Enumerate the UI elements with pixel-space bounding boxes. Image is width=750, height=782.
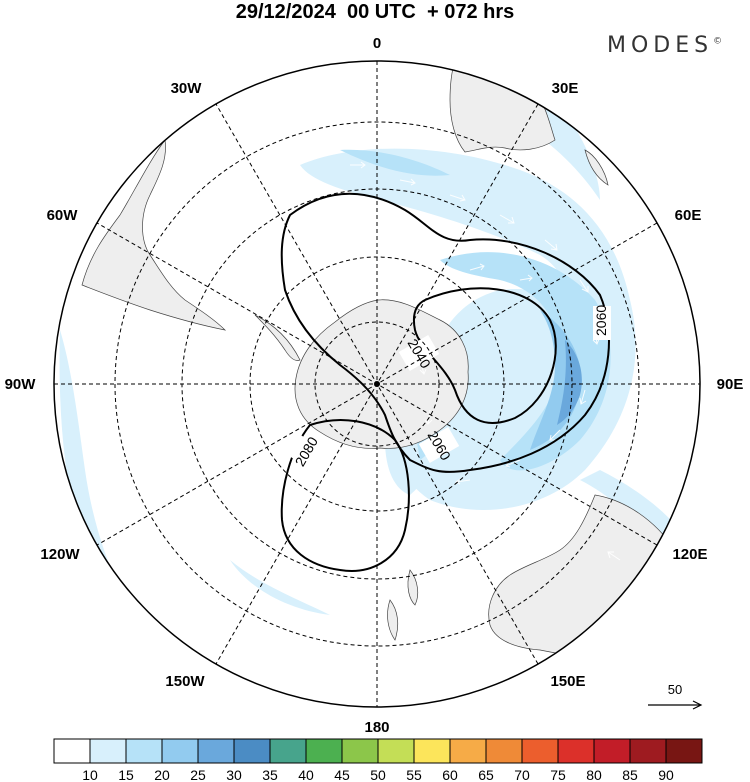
colorbar-swatch xyxy=(629,738,667,764)
brand-name: MODES xyxy=(607,33,714,58)
lon-label-90e: 90E xyxy=(717,376,744,393)
brand-logo: MODES© xyxy=(607,33,722,58)
colorbar-swatch xyxy=(557,738,595,764)
colorbar-swatch xyxy=(197,738,235,764)
colorbar-tick-label: 75 xyxy=(550,767,566,782)
lon-label-60w: 60W xyxy=(47,207,79,224)
colorbar-tick-label: 35 xyxy=(262,767,278,782)
colorbar-tick-label: 20 xyxy=(154,767,170,782)
colorbar-swatch xyxy=(305,738,343,764)
colorbar-tick-label: 10 xyxy=(82,767,98,782)
colorbar-swatch xyxy=(485,738,523,764)
colorbar-tick-label: 15 xyxy=(118,767,134,782)
colorbar-swatch xyxy=(125,738,163,764)
antarctic-peninsula xyxy=(254,314,301,361)
colorbar-tick-label: 65 xyxy=(478,767,494,782)
meridian-labels: 0 30E 60E 90E 120E 150E 180 150W 120W 90… xyxy=(5,35,744,736)
lon-label-150w: 150W xyxy=(165,673,205,690)
lon-label-30e: 30E xyxy=(552,80,579,97)
map-title: 29/12/2024 00 UTC + 072 hrs xyxy=(235,1,515,23)
colorbar-swatch xyxy=(53,738,91,764)
map-disk: 2040 2060 2060 2080 xyxy=(54,61,700,707)
madagascar xyxy=(584,149,609,186)
lon-label-30w: 30W xyxy=(171,80,203,97)
south-pole-dot xyxy=(374,381,380,387)
reference-arrow-head xyxy=(692,700,703,710)
colorbar-tick-label: 90 xyxy=(658,767,674,782)
colorbar-tick-label: 25 xyxy=(190,767,206,782)
new-zealand-north xyxy=(407,569,419,606)
colorbar-tick-label: 85 xyxy=(622,767,638,782)
lon-label-150e: 150E xyxy=(550,673,585,690)
colorbar-tick-label: 30 xyxy=(226,767,242,782)
colorbar-tick-label: 70 xyxy=(514,767,530,782)
reference-vector-label: 50 xyxy=(668,682,682,697)
lon-label-90w: 90W xyxy=(5,376,37,393)
contour-2080 xyxy=(280,419,410,572)
colorbar-tick-label: 45 xyxy=(334,767,350,782)
contour-2060 xyxy=(280,192,610,473)
colorbar-swatch xyxy=(593,738,631,764)
contour-labels: 2040 2060 2060 2080 xyxy=(286,305,611,471)
contour-label-2060-east: 2060 xyxy=(593,305,609,336)
south-america xyxy=(81,139,227,331)
colorbar-swatch xyxy=(233,738,271,764)
colorbar-swatch xyxy=(161,738,199,764)
reference-vector: 50 xyxy=(648,682,703,710)
lon-label-120e: 120E xyxy=(672,546,707,563)
colorbar-tick-label: 60 xyxy=(442,767,458,782)
colorbar-swatch xyxy=(269,738,307,764)
contour-2040 xyxy=(412,287,557,424)
colorbar-swatch xyxy=(449,738,487,764)
colorbar-swatch xyxy=(521,738,559,764)
colorbar-swatch xyxy=(413,738,451,764)
new-zealand-south xyxy=(387,599,399,641)
colorbar-tick-label: 50 xyxy=(370,767,386,782)
colorbar-tick-label: 80 xyxy=(586,767,602,782)
geopotential-contours xyxy=(280,192,610,572)
lon-label-60e: 60E xyxy=(675,207,702,224)
colorbar-tick-label: 40 xyxy=(298,767,314,782)
lon-label-0: 0 xyxy=(373,35,381,52)
colorbar-swatch xyxy=(89,738,127,764)
lon-label-120w: 120W xyxy=(40,546,80,563)
map-boundary xyxy=(53,60,701,708)
colorbar-swatch xyxy=(341,738,379,764)
lon-label-180: 180 xyxy=(364,719,389,736)
colorbar: 10 15 20 25 30 35 40 45 50 55 60 65 70 75 80 85 90 xyxy=(53,738,703,782)
colorbar-tick-label: 55 xyxy=(406,767,422,782)
brand-copyright: © xyxy=(713,36,723,47)
colorbar-swatch xyxy=(377,738,415,764)
colorbar-swatch xyxy=(665,738,703,764)
